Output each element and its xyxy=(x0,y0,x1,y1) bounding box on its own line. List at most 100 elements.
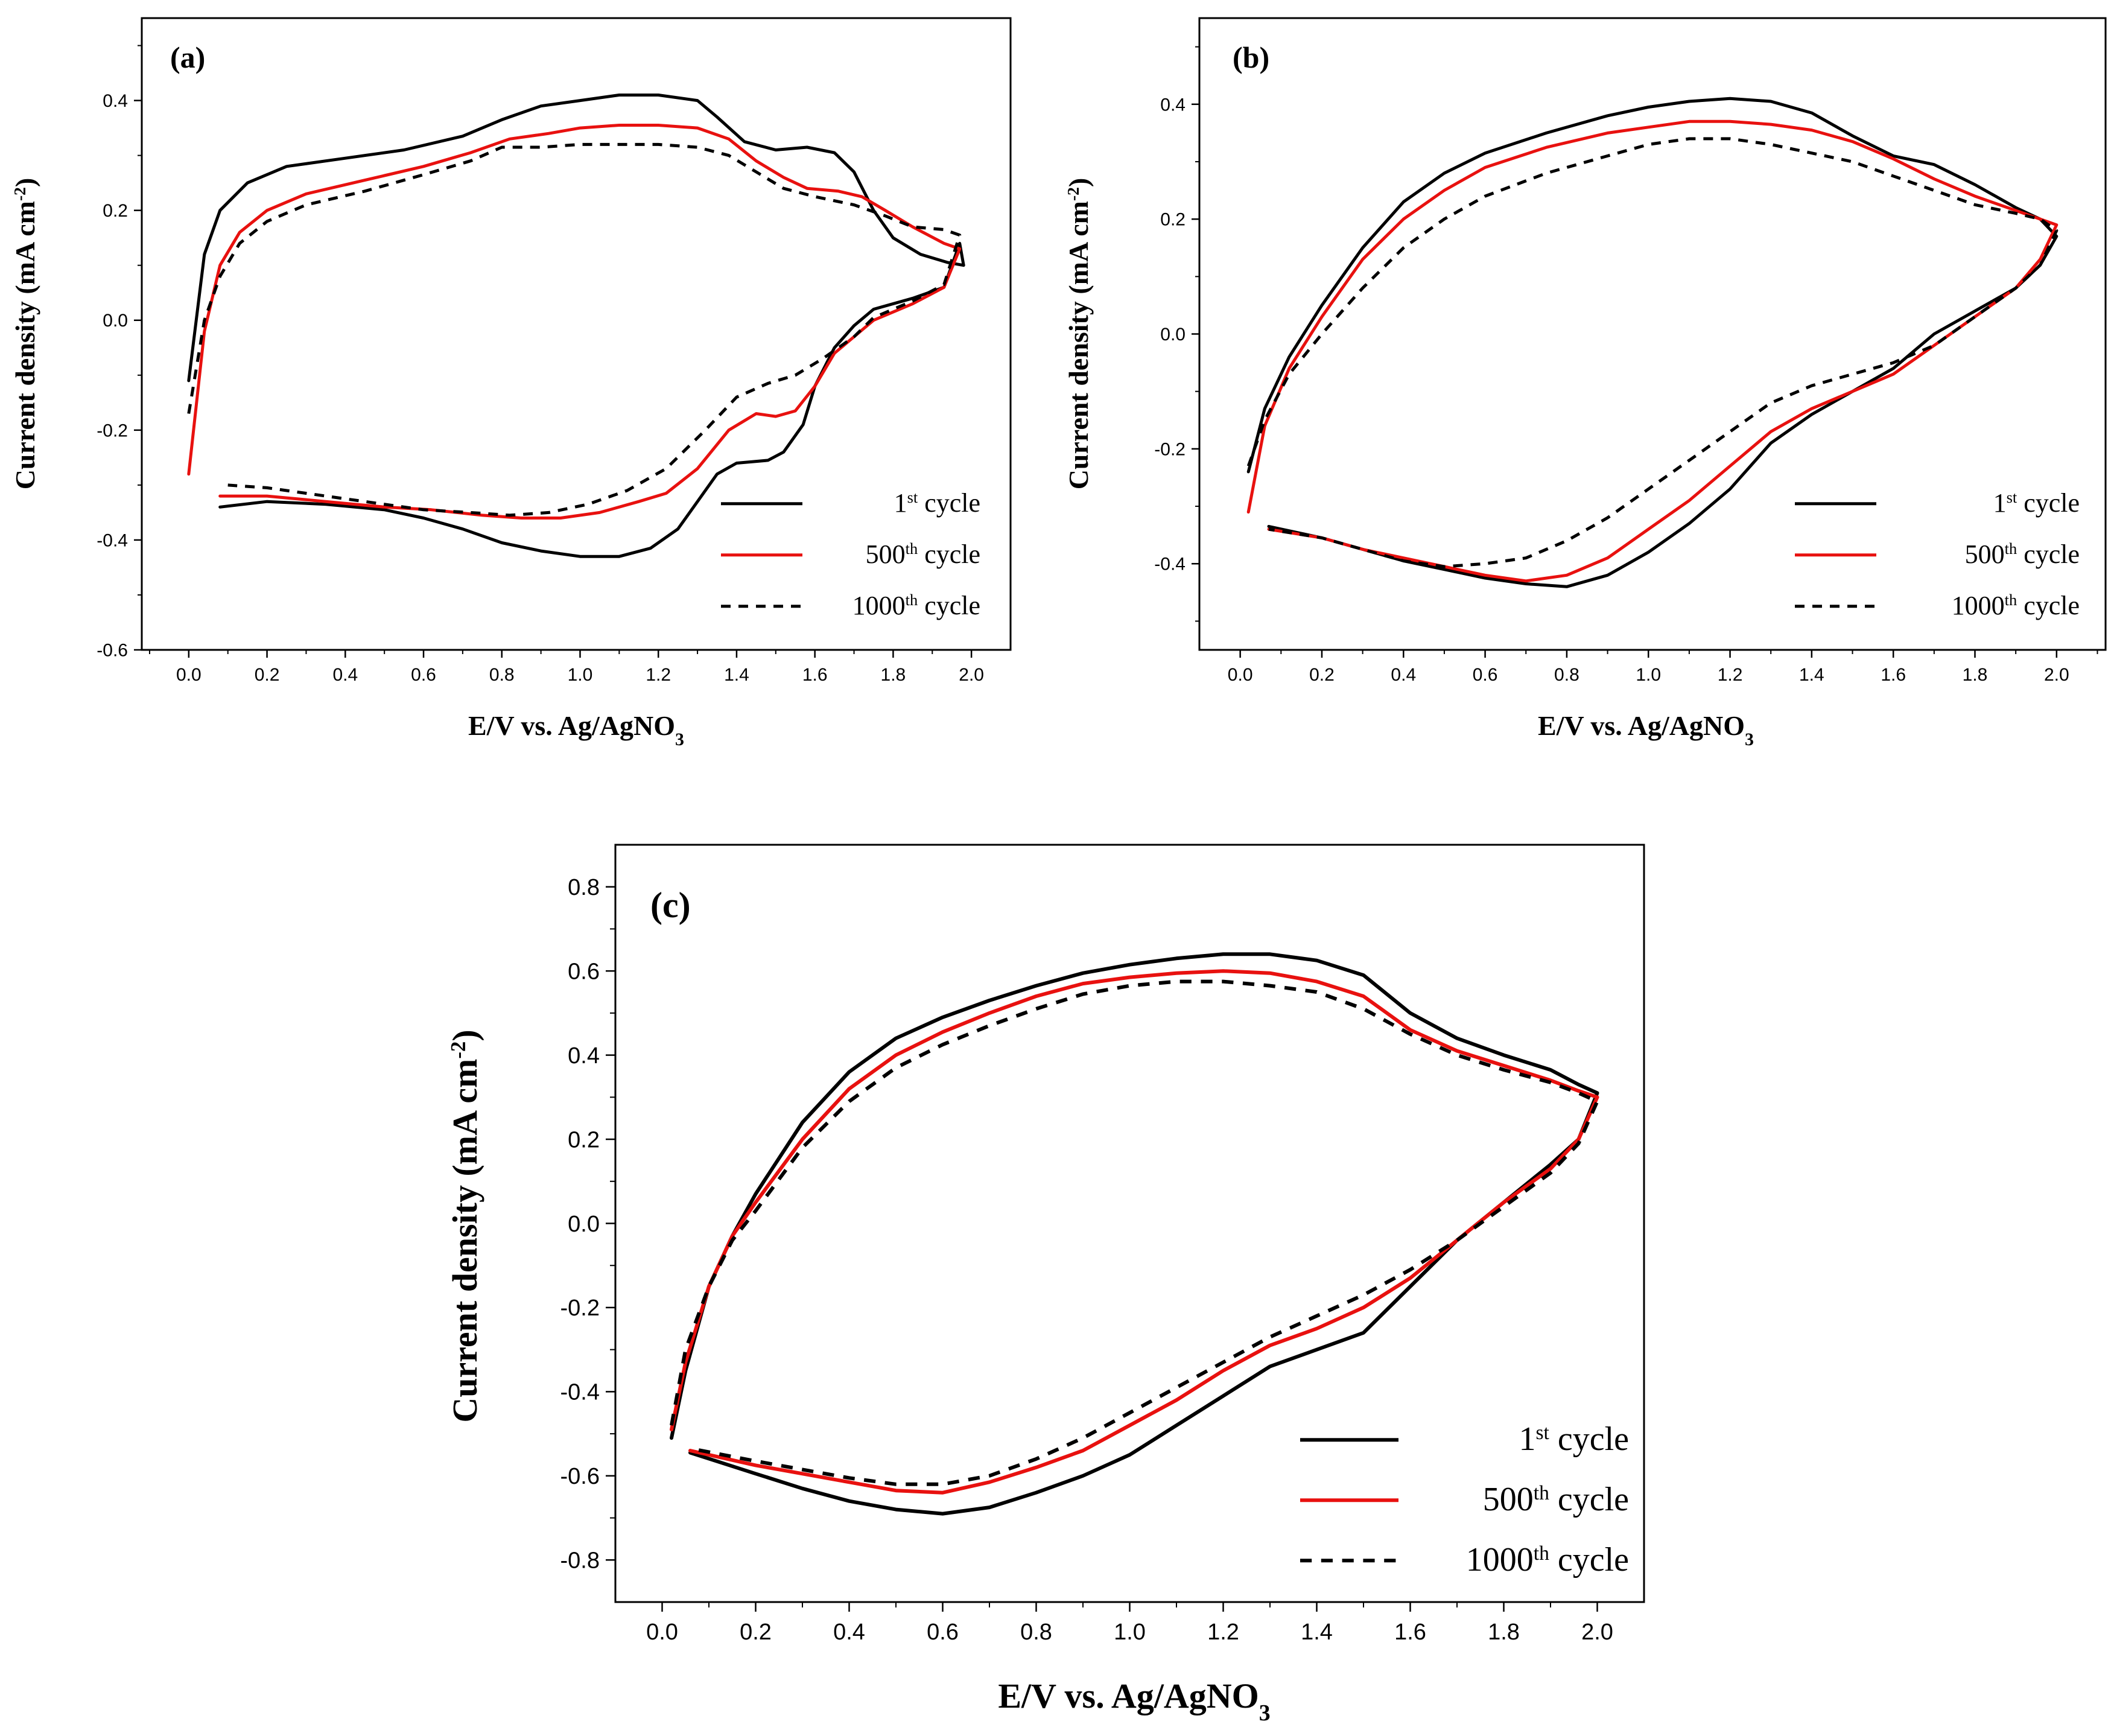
panel-c-x-tick-label: 1.4 xyxy=(1301,1620,1333,1645)
panel-c-y-tick-label: 0.8 xyxy=(568,875,600,900)
panel-a-plot-frame xyxy=(141,17,1012,651)
panel-b-legend-number: 1 xyxy=(1993,488,2007,518)
panel-c-series-2-line xyxy=(670,969,1599,1495)
panel-c-x-tick-label: 0.2 xyxy=(740,1620,772,1645)
panel-c-legend-label: 1000th cycle xyxy=(1466,1541,1629,1579)
panel-a-y-tick-label: 0.4 xyxy=(103,91,128,111)
panel-a-legend-superscript: th xyxy=(906,591,918,609)
panel-b-x-tick-label: 1.2 xyxy=(1718,665,1743,685)
panel-a-x-tick-label: 1.8 xyxy=(881,665,906,685)
panel-a-series-group xyxy=(187,94,965,558)
panel-c-x-tick-label: 1.2 xyxy=(1207,1620,1239,1645)
panel-b-x-tick-label: 2.0 xyxy=(2044,665,2069,685)
panel-b-x-tick-label: 0.2 xyxy=(1309,665,1335,685)
panel-c-legend-superscript: st xyxy=(1535,1422,1549,1444)
panel-b-series-group xyxy=(1246,97,2059,588)
panel-b-y-tick-label: -0.2 xyxy=(1154,439,1186,459)
panel-a-y-tick-label: -0.4 xyxy=(97,530,128,550)
panel-a-legend-superscript: st xyxy=(907,488,918,506)
panel-c-x-tick-label: 1.8 xyxy=(1488,1620,1520,1645)
panel-c-y-tick-label: 0.4 xyxy=(568,1043,600,1069)
panel-a-x-tick-label: 1.0 xyxy=(568,665,593,685)
panel-c: 0.0 0.2 0.4 0.6 0.8 1.0 1.2 1.4 1.6 1.8 2.0 -0.8 -0.… xyxy=(445,844,1645,1726)
panel-b-y-tick-label: 0.2 xyxy=(1160,210,1186,230)
panel-c-x-tick-label: 1.0 xyxy=(1114,1620,1146,1645)
panel-a-legend-label: 1st cycle xyxy=(894,488,980,518)
panel-a-x-tick-label: 0.4 xyxy=(332,665,358,685)
panel-c-legend-number: 1 xyxy=(1519,1420,1535,1458)
panel-c-series-3-line xyxy=(670,979,1599,1486)
panel-a-y-axis-title-main: Current density (mA cm xyxy=(10,201,40,489)
panel-a-series-1-line xyxy=(187,94,965,558)
panel-b-x-tick-label: 0.0 xyxy=(1228,665,1253,685)
panel-a-legend-number: 500 xyxy=(866,539,906,569)
panel-a-y-tick-label: -0.2 xyxy=(97,421,128,440)
panel-b-series-1-line xyxy=(1246,97,2059,588)
panel-c-x-tick-label: 2.0 xyxy=(1581,1620,1613,1645)
panel-a-label: (a) xyxy=(170,40,205,74)
panel-b-y-axis-title-end: ) xyxy=(1063,178,1094,187)
panel-b-x-tick-label: 0.8 xyxy=(1554,665,1579,685)
panel-c-series-1-line xyxy=(670,952,1599,1516)
panel-a-legend-number: 1000 xyxy=(852,591,906,620)
panel-b-y-axis-title: Current density (mA cm-2) xyxy=(1063,178,1094,490)
panel-b-legend-number: 500 xyxy=(1965,539,2005,569)
panel-a-x-tick-label: 0.2 xyxy=(255,665,280,685)
panel-b-label: (b) xyxy=(1233,40,1269,74)
panel-b: 0.0 0.2 0.4 0.6 0.8 1.0 1.2 1.4 1.6 1.8 2.0 -0.4 -0.… xyxy=(1063,17,2107,749)
panel-a-x-tick-label: 1.6 xyxy=(802,665,828,685)
panel-b-x-axis-title-main: E/V vs. Ag/AgNO xyxy=(1538,710,1745,741)
panel-b-legend-number: 1000 xyxy=(1952,591,2005,620)
panel-a-x-tick-label: 2.0 xyxy=(959,665,984,685)
panel-c-legend-superscript: th xyxy=(1534,1542,1549,1565)
panel-b-legend-label: 1000th cycle xyxy=(1952,591,2080,620)
panel-c-y-axis-title-end: ) xyxy=(445,1029,484,1041)
panel-c-legend-number: 500 xyxy=(1483,1481,1534,1518)
panel-c-legend-superscript: th xyxy=(1534,1482,1549,1504)
panel-a-x-tick-label: 1.2 xyxy=(646,665,671,685)
panel-a-legend-superscript: th xyxy=(906,539,918,558)
panel-c-label: (c) xyxy=(650,885,691,925)
panel-c-x-axis-title: E/V vs. Ag/AgNO3 xyxy=(998,1676,1270,1726)
panel-c-y-tick-label: -0.2 xyxy=(560,1296,600,1321)
panel-b-x-tick-label: 0.4 xyxy=(1391,665,1416,685)
panel-c-legend-number: 1000 xyxy=(1466,1541,1534,1579)
panel-c-y-tick-label: 0.6 xyxy=(568,959,600,984)
panel-c-legend-label: 500th cycle xyxy=(1483,1481,1629,1518)
panel-a-x-tick-label: 0.6 xyxy=(411,665,436,685)
panel-c-x-axis-title-sub: 3 xyxy=(1259,1700,1271,1726)
panel-c-x-tick-label: 0.0 xyxy=(646,1620,678,1645)
panel-c-legend-suffix: cycle xyxy=(1549,1481,1629,1518)
panel-b-x-axis-title: E/V vs. Ag/AgNO3 xyxy=(1538,710,1754,749)
panel-a-x-tick-label: 1.4 xyxy=(724,665,749,685)
panel-c-x-tick-label: 0.4 xyxy=(833,1620,865,1645)
panel-b-x-tick-label: 1.6 xyxy=(1881,665,1906,685)
panel-a-y-tick-label: -0.6 xyxy=(97,641,128,661)
panel-a-series-2-line xyxy=(187,124,962,520)
panel-b-y-axis-title-main: Current density (mA cm xyxy=(1063,201,1094,489)
panel-a-y-tick-label: 0.2 xyxy=(103,201,128,221)
panel-b-y-tick-label: 0.4 xyxy=(1160,95,1186,115)
panel-b-legend-suffix: cycle xyxy=(2017,488,2080,518)
panel-a-x-tick-label: 0.0 xyxy=(176,665,202,685)
panel-a-x-axis-title: E/V vs. Ag/AgNO3 xyxy=(468,710,684,749)
panel-a-legend-number: 1 xyxy=(894,488,907,518)
panel-b-y-tick-label: -0.4 xyxy=(1154,555,1186,574)
panel-c-x-tick-label: 0.6 xyxy=(927,1620,959,1645)
panel-c-y-tick-label: 0.2 xyxy=(568,1127,600,1153)
panel-a-legend-suffix: cycle xyxy=(918,539,980,569)
panel-a-series-3-line xyxy=(187,142,962,517)
panel-b-legend-suffix: cycle xyxy=(2017,539,2080,569)
panel-c-x-axis-title-main: E/V vs. Ag/AgNO xyxy=(998,1676,1259,1715)
panel-b-series-2-line xyxy=(1246,119,2059,583)
panel-b-x-tick-label: 1.4 xyxy=(1799,665,1824,685)
panel-a-legend-label: 500th cycle xyxy=(866,539,980,569)
panel-a-y-axis-title: Current density (mA cm-2) xyxy=(10,178,40,490)
panel-c-x-tick-label: 0.8 xyxy=(1020,1620,1052,1645)
panel-b-x-axis-title-sub: 3 xyxy=(1745,730,1754,749)
panel-b-legend-suffix: cycle xyxy=(2017,591,2080,620)
panel-b-legend-superscript: th xyxy=(2005,591,2017,609)
panel-b-x-tick-label: 0.6 xyxy=(1473,665,1498,685)
panel-b-legend-label: 1st cycle xyxy=(1993,488,2080,518)
